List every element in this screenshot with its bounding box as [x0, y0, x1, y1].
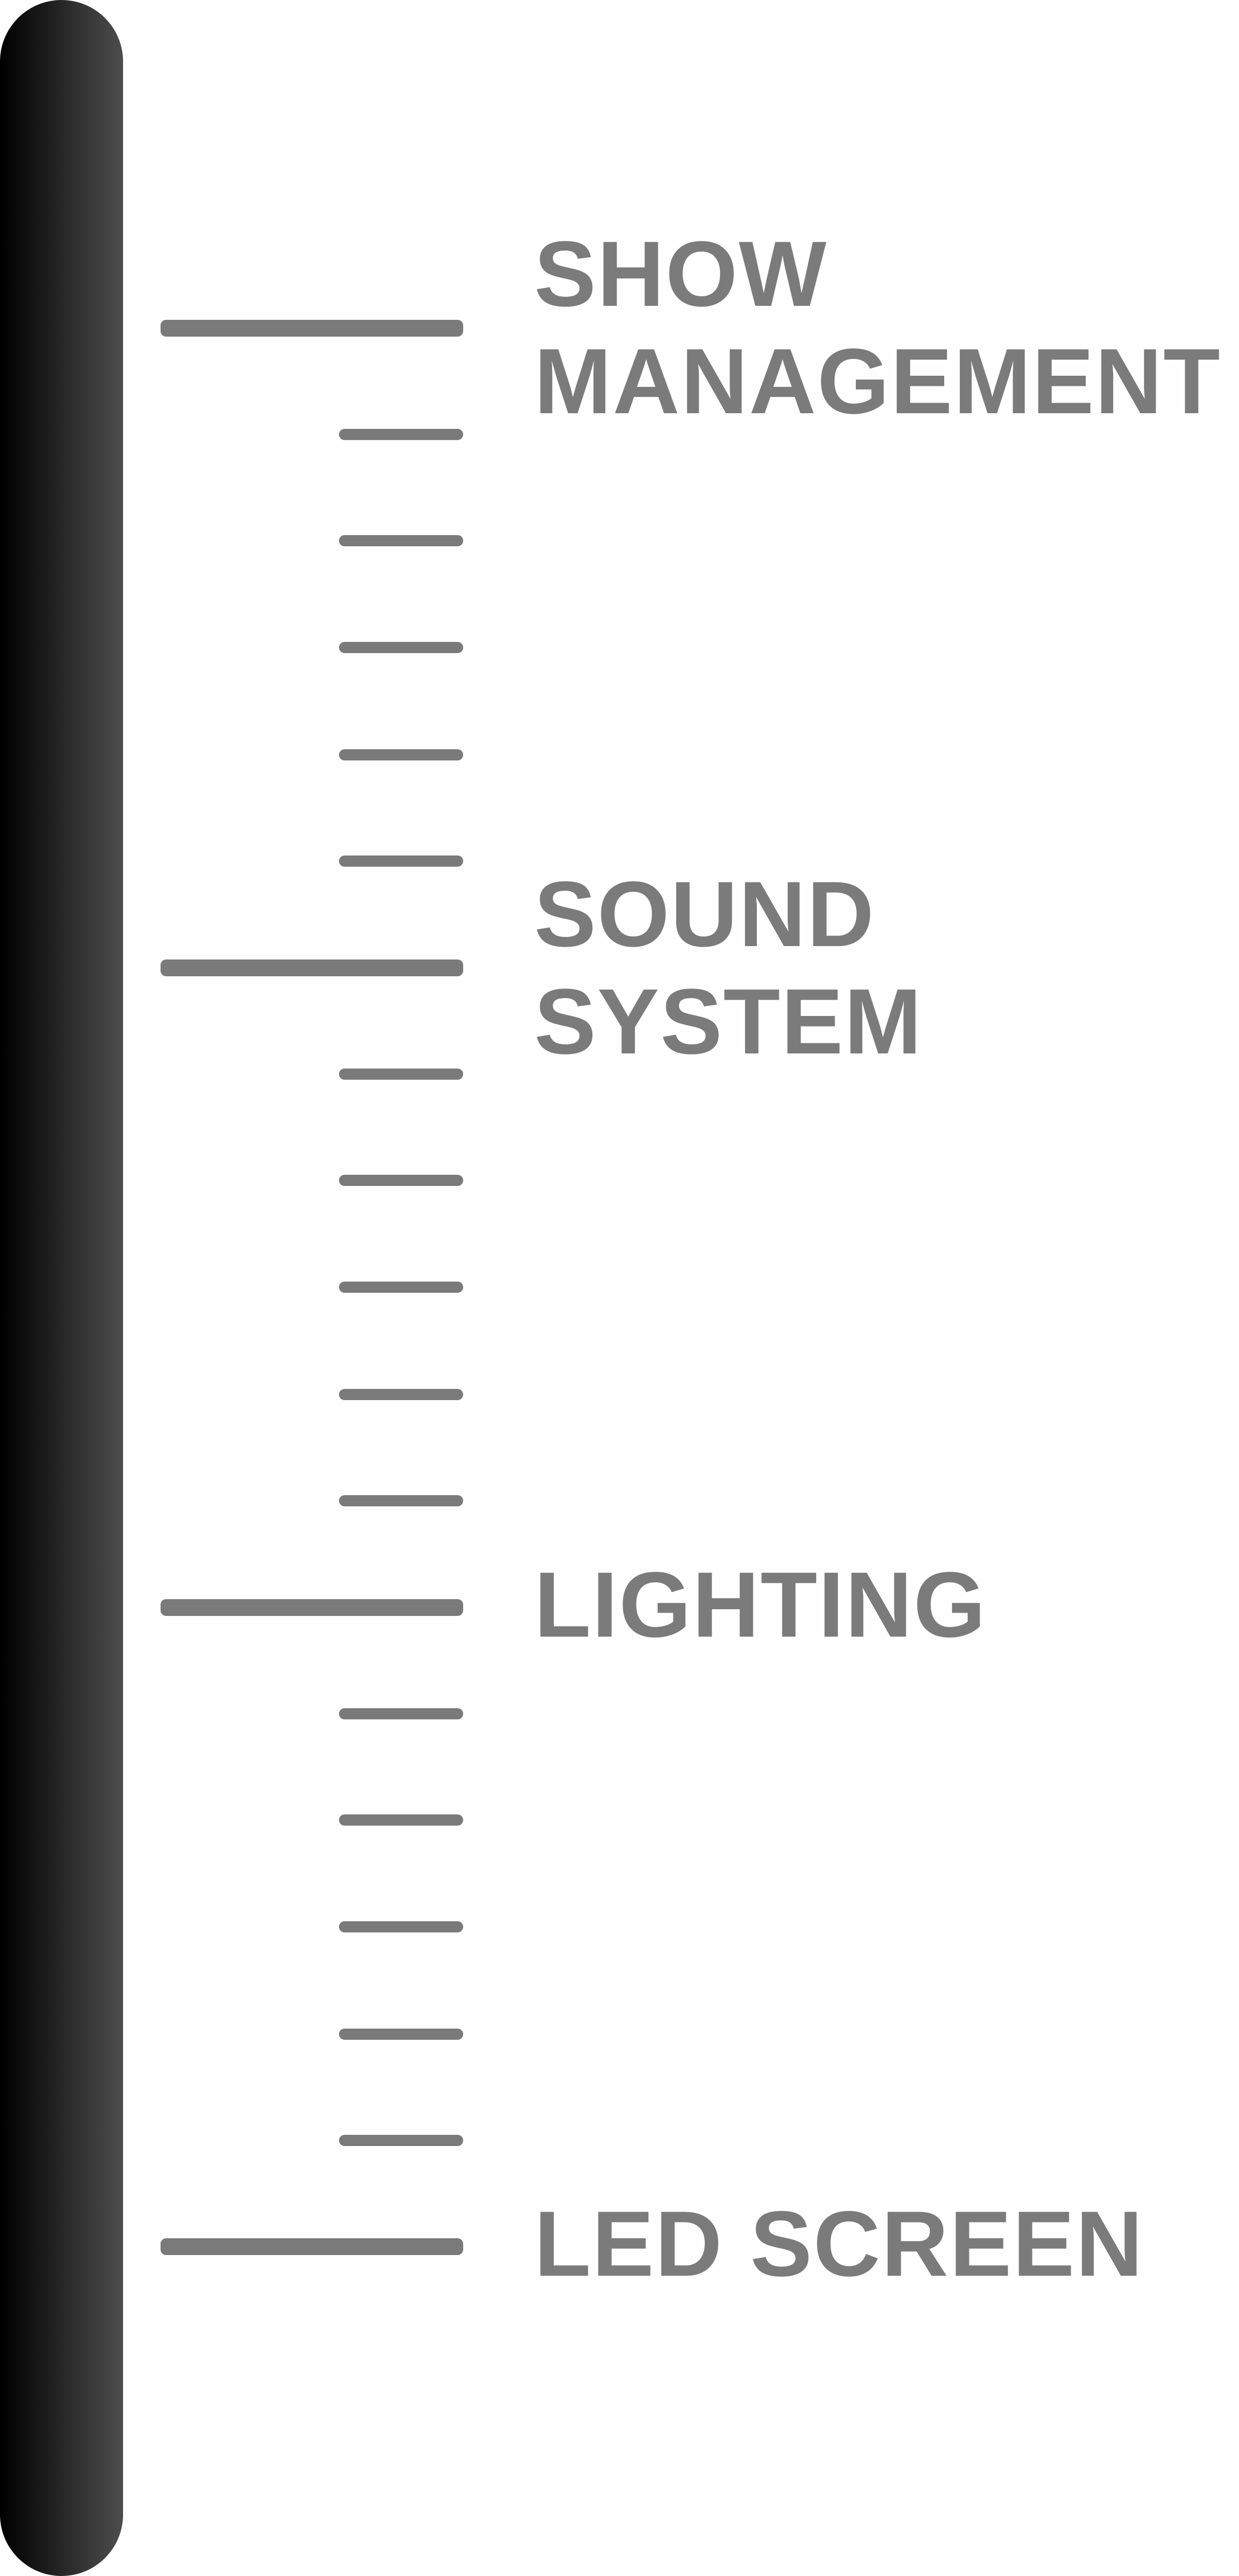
major-tick-led-screen [161, 2238, 463, 2255]
major-tick-show-management [161, 320, 463, 337]
major-tick-lighting [161, 1599, 463, 1616]
minor-tick [339, 1921, 463, 1932]
vertical-bar [0, 0, 123, 2576]
minor-tick [339, 2029, 463, 2040]
minor-tick [339, 1175, 463, 1186]
minor-tick [339, 1495, 463, 1506]
minor-tick [339, 535, 463, 546]
minor-tick [339, 1282, 463, 1293]
minor-tick [339, 642, 463, 653]
label-sound-system: SOUND SYSTEM [534, 863, 923, 1074]
minor-tick [339, 429, 463, 440]
label-led-screen: LED SCREEN [534, 2192, 1144, 2296]
major-tick-sound-system [161, 959, 463, 976]
minor-tick [339, 1069, 463, 1080]
label-lighting: LIGHTING [534, 1553, 987, 1657]
minor-tick [339, 1814, 463, 1826]
minor-tick [339, 1708, 463, 1719]
minor-tick [339, 2135, 463, 2146]
minor-tick [339, 855, 463, 867]
minor-tick [339, 1389, 463, 1400]
minor-tick [339, 749, 463, 760]
label-show-management: SHOW MANAGEMENT [534, 223, 1222, 433]
